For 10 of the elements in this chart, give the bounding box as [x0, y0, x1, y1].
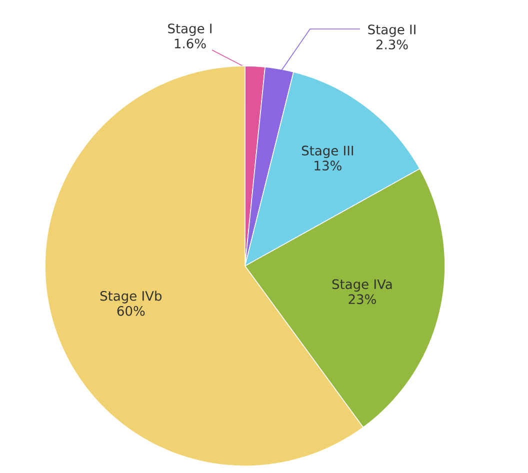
data-label: 1.6% — [174, 38, 206, 48]
data-label: 23% — [348, 294, 376, 304]
slice-label: Stage IVb — [100, 290, 162, 304]
slice-label: Stage III — [302, 146, 354, 158]
data-label: 2.3% — [376, 40, 408, 50]
data-label: 13% — [314, 160, 342, 171]
slice-label: Stage IVa — [332, 279, 392, 292]
data-label: 60% — [117, 306, 145, 316]
slice-label: Stage II — [368, 24, 416, 37]
slice-label: Stage I — [168, 24, 212, 36]
